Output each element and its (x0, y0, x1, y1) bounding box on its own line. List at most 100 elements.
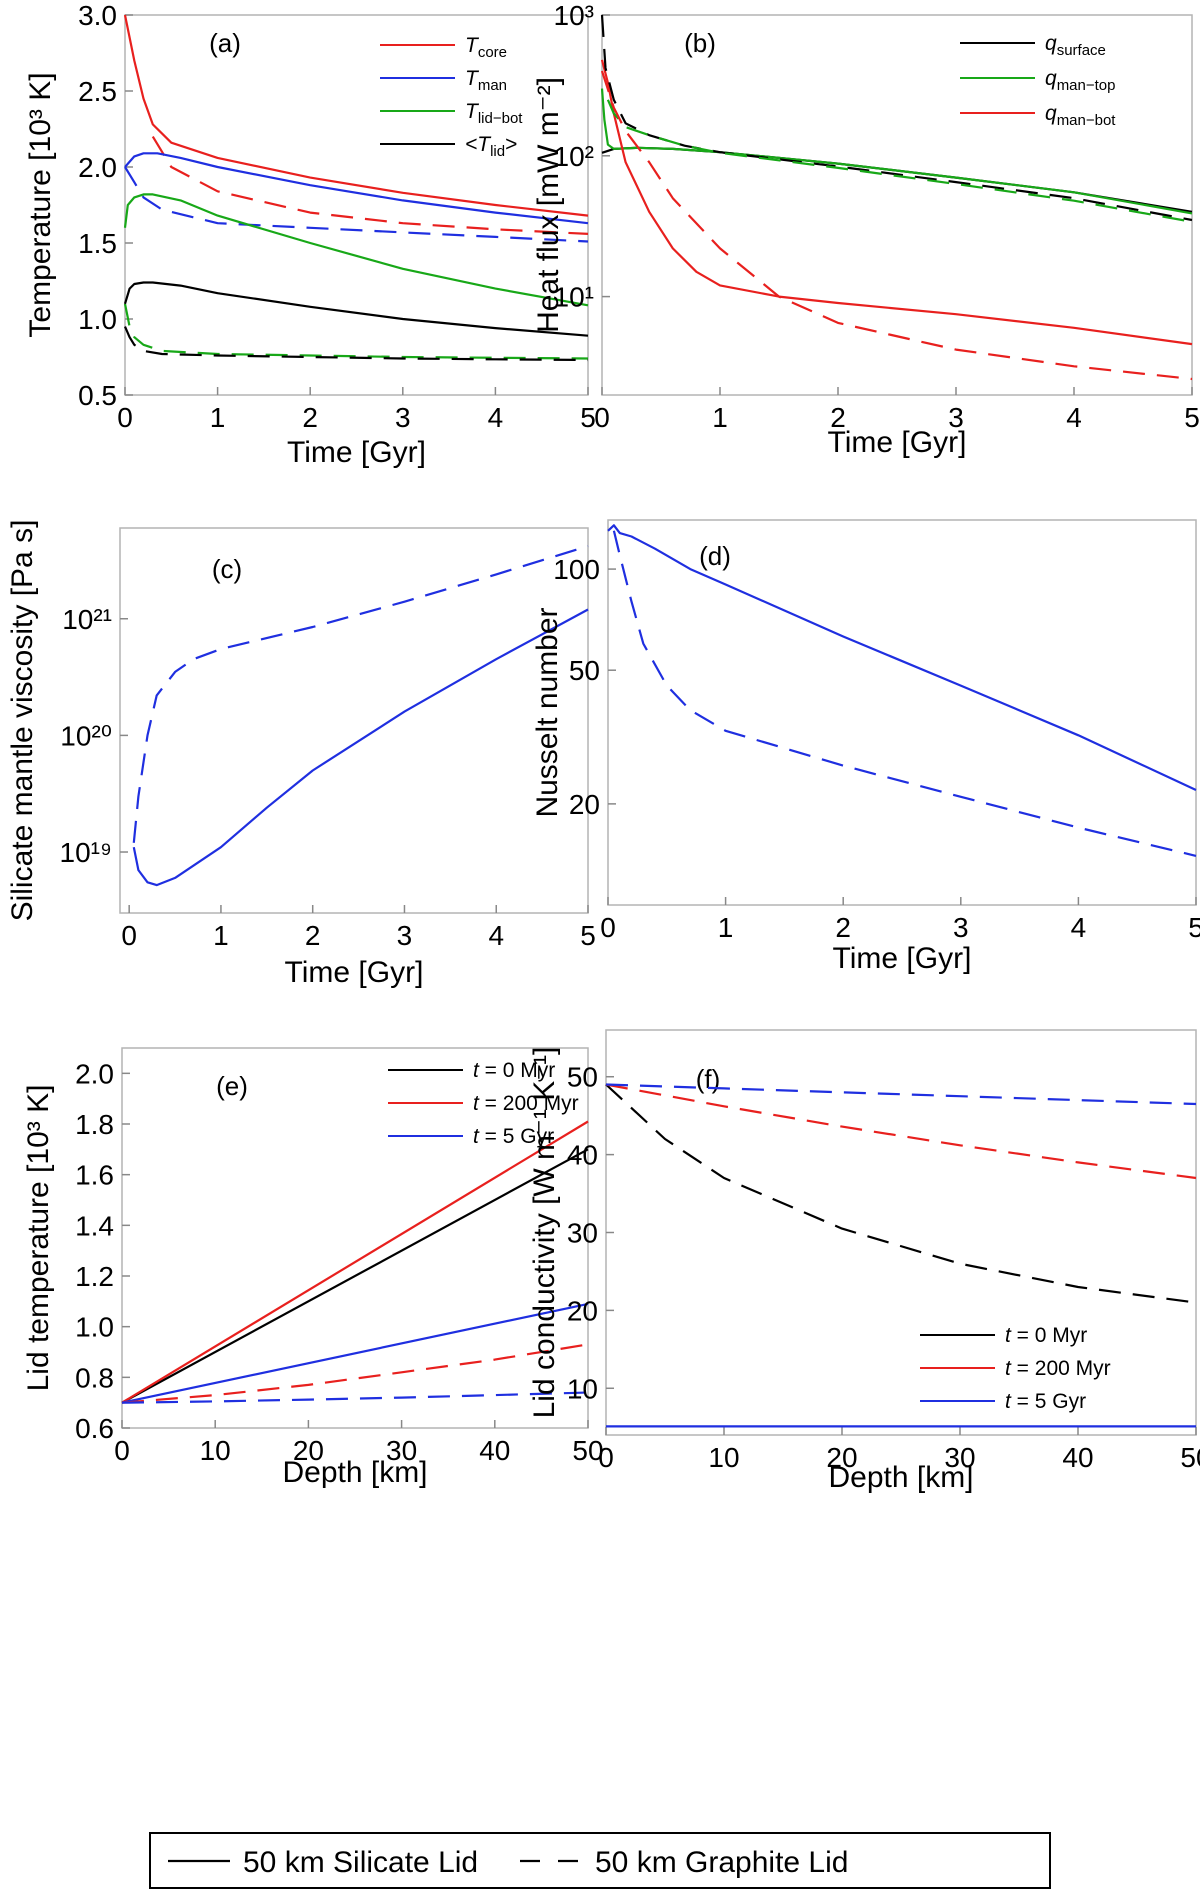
panel-d: 0 1 2 3 4 5 20 50 100 Time [Gyr] Nusselt number (d) (531, 519, 1200, 975)
series-line-dashed (612, 530, 1197, 857)
legend-label: qman−bot (1045, 102, 1116, 129)
panel-b: 0 1 2 3 4 5 10¹ 10² 10³ Time [Gyr] Heat flux [mW m… (532, 0, 1200, 459)
plot-frame (607, 519, 1197, 906)
x-tick-label: 50 (1180, 1442, 1200, 1473)
legend-label-tail: > (505, 133, 517, 156)
series-line-solid (121, 1148, 589, 1404)
x-tick-label: 10 (200, 1435, 231, 1466)
series-line-solid (607, 524, 1197, 791)
figure-legend-box (149, 1832, 1051, 1889)
y-axis-label: Temperature [10³ K] (24, 72, 57, 337)
x-tick-label: 20 (826, 1442, 857, 1473)
x-tick-label: 5 (580, 920, 596, 951)
legend-label: t = 200 Myr (1005, 1357, 1111, 1380)
panel-e: 0 10 20 30 40 50 0.6 0.8 1.0 1.2 1.4 1.6 1.8 2.0 Depth… (22, 1047, 604, 1489)
legend-label-sub: core (478, 44, 507, 61)
y-tick-label: 30 (567, 1218, 598, 1249)
panel-tag: (c) (212, 554, 242, 584)
y-tick-label: 1.4 (75, 1210, 114, 1241)
legend-label: t = 0 Myr (473, 1059, 555, 1082)
legend-label-main: t (1005, 1324, 1012, 1347)
y-tick-label: 2.0 (78, 152, 117, 183)
x-axis-label: Depth [km] (828, 1461, 973, 1494)
x-tick-label: 3 (397, 920, 413, 951)
x-tick-label: 0 (598, 1442, 614, 1473)
y-axis-label: Lid conductivity [W m⁻¹ K⁻¹] (528, 1047, 561, 1419)
legend-label-main: T (465, 100, 480, 123)
x-tick-label: 0 (114, 1435, 130, 1466)
y-tick-label: 20 (567, 1295, 598, 1326)
legend-label-main: q (1045, 102, 1057, 125)
x-tick-label: 1 (213, 920, 229, 951)
series-line-dashed (151, 136, 589, 235)
series-line-solid (600, 59, 1193, 346)
y-tick-label: 0.6 (75, 1413, 114, 1444)
y-tick-label: 20 (569, 789, 600, 820)
legend-label-sub: man (478, 77, 507, 94)
panel-a: 0 1 2 3 4 5 0.5 1.0 1.5 2.0 2.5 3.0 Time [Gyr] Temper… (24, 0, 596, 469)
x-tick-label: 2 (302, 402, 318, 433)
series-line-solid (123, 193, 589, 307)
y-tick-label: 1.5 (78, 228, 117, 259)
x-tick-label: 0 (117, 402, 133, 433)
y-tick-label: 1.0 (78, 304, 117, 335)
legend-label-tail: = 5 Gyr (1011, 1390, 1086, 1413)
x-tick-label: 3 (953, 912, 969, 943)
x-tick-label: 3 (395, 402, 411, 433)
series-line-dashed (600, 14, 1193, 222)
series-line-dashed (132, 545, 589, 843)
legend-label: Tlid−bot (465, 100, 523, 127)
y-tick-label: 10² (554, 141, 594, 172)
series-line-dashed (600, 70, 1193, 381)
legend-label-sub: man−top (1057, 77, 1116, 94)
panel-tag: (b) (684, 28, 716, 58)
series-line-dashed (605, 1083, 1197, 1106)
x-tick-label: 40 (1062, 1442, 1093, 1473)
series-line-solid (123, 281, 589, 337)
series-line-dashed (124, 166, 589, 243)
x-tick-label: 1 (210, 402, 226, 433)
y-tick-label: 3.0 (78, 0, 117, 31)
y-tick-label: 1.8 (75, 1109, 114, 1140)
legend-label-main: t (1005, 1357, 1012, 1380)
y-tick-label: 10²⁰ (60, 720, 112, 751)
legend-label-tail: = 0 Myr (1011, 1324, 1087, 1347)
legend-dashed-label: 50 km Graphite Lid (595, 1846, 848, 1879)
legend-label-main: T (465, 67, 480, 90)
x-axis-label: Time [Gyr] (828, 426, 967, 459)
legend-label-main: t (473, 1125, 480, 1148)
y-tick-label: 0.8 (75, 1362, 114, 1393)
y-tick-label: 2.5 (78, 76, 117, 107)
x-tick-label: 30 (944, 1442, 975, 1473)
legend-label-sub: man−bot (1057, 112, 1117, 129)
legend-label-main: q (1045, 67, 1057, 90)
y-tick-label: 10¹⁹ (60, 837, 112, 868)
y-axis-label: Heat flux [mW m⁻²] (532, 77, 565, 333)
y-axis-label: Nusselt number (531, 607, 564, 817)
legend-label: t = 0 Myr (1005, 1324, 1087, 1347)
legend-label: <Tlid> (465, 133, 517, 160)
x-tick-label: 30 (386, 1435, 417, 1466)
series-line-solid (132, 608, 589, 887)
series-line-dashed (606, 99, 1193, 223)
legend-label-main: T (465, 34, 480, 57)
legend-label-main: t (473, 1092, 480, 1115)
legend-label: qsurface (1045, 32, 1106, 59)
y-tick-label: 1.2 (75, 1261, 114, 1292)
legend-label-sub: lid (490, 143, 505, 160)
x-tick-label: 10 (708, 1442, 739, 1473)
y-tick-label: 10¹ (554, 282, 594, 313)
legend-label: qman−top (1045, 67, 1115, 94)
x-tick-label: 2 (830, 402, 846, 433)
x-tick-label: 3 (948, 402, 964, 433)
series-line-dashed (605, 1083, 1197, 1304)
x-tick-label: 4 (488, 920, 504, 951)
legend-label: t = 200 Myr (473, 1092, 579, 1115)
y-tick-label: 40 (567, 1140, 598, 1171)
x-tick-label: 20 (293, 1435, 324, 1466)
y-tick-label: 1.6 (75, 1160, 114, 1191)
y-tick-label: 10 (567, 1373, 598, 1404)
x-tick-label: 4 (1071, 912, 1087, 943)
y-tick-label: 2.0 (75, 1058, 114, 1089)
plot-frame (124, 14, 589, 396)
